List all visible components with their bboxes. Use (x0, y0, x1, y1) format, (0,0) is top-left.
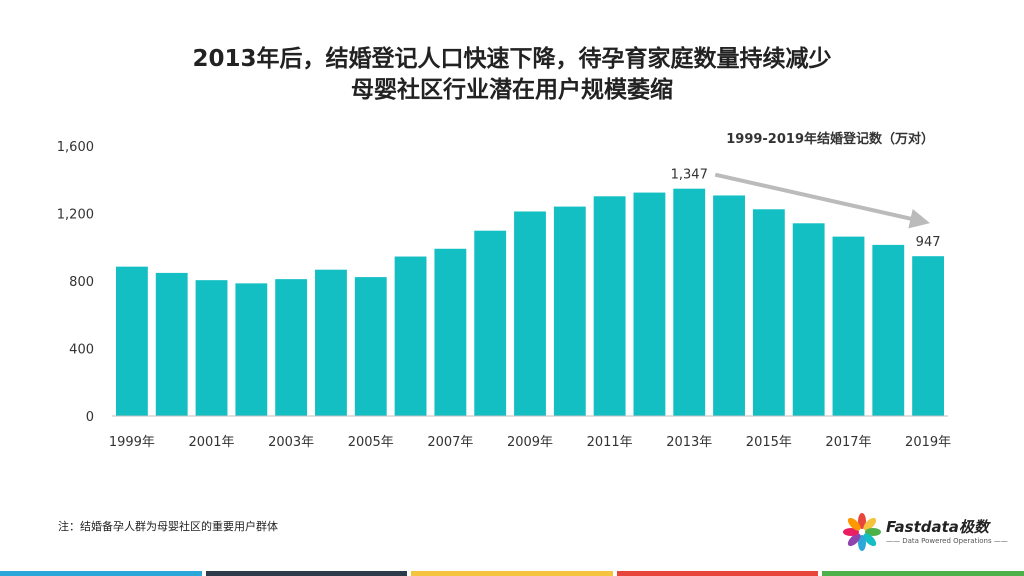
bar-2010年 (553, 206, 586, 416)
trend-arrow-line (714, 172, 930, 229)
y-axis: 0 400 800 1,200 1,600 (57, 140, 94, 425)
bar-2011年 (593, 196, 626, 416)
x-tick-label: 2007年 (427, 435, 473, 450)
data-label: 1,347 (671, 168, 708, 183)
title-line-1: 2013年后，结婚登记人口快速下降，待孕育家庭数量持续减少 (192, 46, 832, 72)
x-tick-label: 2019年 (905, 435, 951, 450)
x-axis: 1999年 2001年 2003年 2005年 2007年 2009年 2011年 2013年… (109, 415, 951, 450)
series-title: 1999-2019年结婚登记数（万对） (726, 132, 934, 147)
bar-2005年 (354, 277, 387, 416)
bar-2015年 (752, 209, 785, 416)
bottom-color-bar (0, 571, 1024, 576)
y-tick-label: 1,200 (57, 208, 94, 223)
title-line-2: 母婴社区行业潜在用户规模萎缩 (351, 77, 673, 103)
y-tick-label: 0 (86, 410, 94, 425)
x-tick-label: 2011年 (587, 435, 633, 450)
bar-2007年 (434, 248, 467, 416)
bar-chart: 0 400 800 1,200 1,600 1999年 2001年 2003年 2005年 20… (57, 140, 951, 450)
bar-2016年 (792, 223, 825, 416)
bottom-bar-segment (616, 571, 819, 576)
x-tick-label: 2013年 (666, 435, 712, 450)
x-tick-label: 1999年 (109, 435, 155, 450)
bar-2003年 (275, 279, 308, 416)
y-tick-label: 1,600 (57, 140, 94, 155)
x-tick-label: 2017年 (825, 435, 871, 450)
bar-2002年 (235, 283, 268, 416)
bar-2017年 (832, 236, 865, 416)
y-tick-label: 800 (69, 275, 94, 290)
x-tick-label: 2003年 (268, 435, 314, 450)
bars (115, 188, 945, 416)
bar-2001年 (195, 280, 228, 416)
footnote: 注：结婚备孕人群为母婴社区的重要用户群体 (58, 520, 278, 533)
flower-logo-icon (843, 513, 881, 551)
bar-2012年 (633, 192, 666, 416)
bar-1999年 (115, 266, 148, 416)
x-tick-label: 2015年 (746, 435, 792, 450)
x-tick-label: 2009年 (507, 435, 553, 450)
logo-name: Fastdata极数 (886, 518, 989, 536)
data-labels: 1,347 947 (671, 168, 941, 251)
data-label: 947 (916, 235, 941, 250)
bottom-bar-segment (411, 571, 613, 576)
bar-2013年 (673, 188, 706, 416)
bar-2018年 (872, 244, 905, 416)
trend-arrow (714, 172, 930, 229)
chart-title: 2013年后，结婚登记人口快速下降，待孕育家庭数量持续减少 母婴社区行业潜在用户… (0, 44, 1024, 106)
bottom-bar-segment (0, 571, 202, 576)
bottom-bar-segment (822, 571, 1024, 576)
x-tick-label: 2001年 (188, 435, 234, 450)
bottom-bar-segment (205, 571, 408, 576)
bar-2006年 (394, 256, 427, 416)
bar-2008年 (474, 230, 507, 416)
bar-2014年 (713, 195, 745, 416)
x-tick-label: 2005年 (348, 435, 394, 450)
bar-2004年 (315, 269, 347, 416)
y-tick-label: 400 (69, 343, 94, 358)
bar-2009年 (514, 211, 546, 416)
logo: Fastdata极数 —— Data Powered Operations —— (842, 510, 1008, 556)
logo-tagline: —— Data Powered Operations —— (886, 537, 1008, 545)
bar-2000年 (155, 272, 188, 416)
bar-2019年 (912, 256, 945, 416)
